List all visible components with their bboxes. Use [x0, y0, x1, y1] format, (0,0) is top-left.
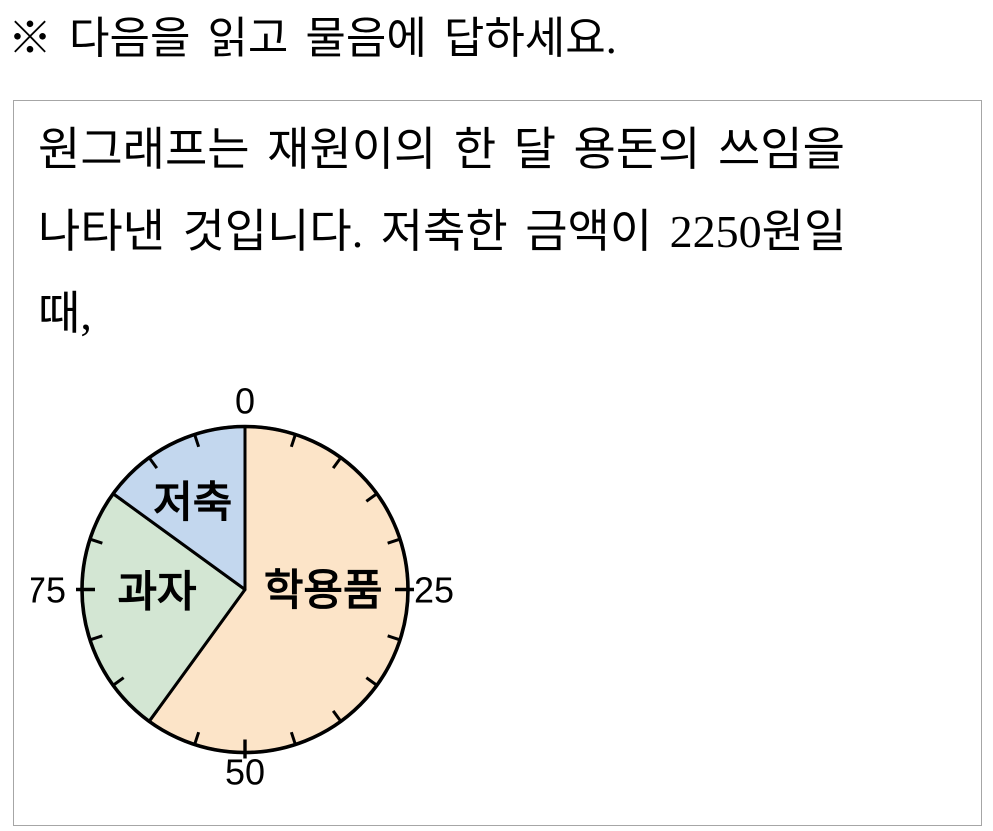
- slice-label-3: 저축: [153, 479, 232, 527]
- minor-tick-30: [387, 634, 402, 642]
- minor-tick-55: [192, 731, 201, 746]
- minor-tick-90: [147, 455, 159, 470]
- problem-text-line-3: 때,: [38, 288, 92, 339]
- scale-label-75: 75: [31, 570, 66, 611]
- minor-tick-70: [88, 634, 103, 642]
- minor-tick-35: [365, 676, 379, 688]
- minor-tick-60: [147, 709, 159, 724]
- problem-text-line-2: 나타낸 것입니다. 저축한 금액이 2250원일: [38, 206, 847, 257]
- scale-label-50: 50: [225, 752, 265, 793]
- scale-label-0: 0: [235, 381, 255, 422]
- instruction-text: ※ 다음을 읽고 물음에 답하세요.: [8, 14, 617, 63]
- minor-tick-45: [289, 731, 298, 746]
- problem-box: 원그래프는 재원이의 한 달 용돈의 쓰임을 나타낸 것입니다. 저축한 금액이…: [13, 100, 982, 826]
- scale-label-25: 25: [414, 570, 454, 611]
- minor-tick-20: [387, 537, 402, 545]
- slice-label-1: 학용품: [264, 567, 383, 615]
- minor-tick-10: [331, 455, 343, 470]
- problem-text-line-1: 원그래프는 재원이의 한 달 용돈의 쓰임을: [38, 124, 845, 175]
- pie-chart-svg: 0 25 50 75 학용품 과자 저축: [26, 381, 454, 793]
- pie-chart: 0 25 50 75 학용품 과자 저축: [26, 379, 481, 819]
- minor-tick-40: [331, 709, 343, 724]
- slice-label-2: 과자: [117, 569, 197, 617]
- problem-statement: 원그래프는 재원이의 한 달 용돈의 쓰임을 나타낸 것입니다. 저축한 금액이…: [38, 109, 846, 355]
- minor-tick-5: [289, 433, 298, 448]
- minor-tick-65: [111, 676, 125, 688]
- minor-tick-95: [192, 433, 201, 448]
- minor-tick-85: [111, 491, 125, 503]
- minor-tick-80: [88, 537, 103, 545]
- minor-tick-15: [365, 491, 379, 503]
